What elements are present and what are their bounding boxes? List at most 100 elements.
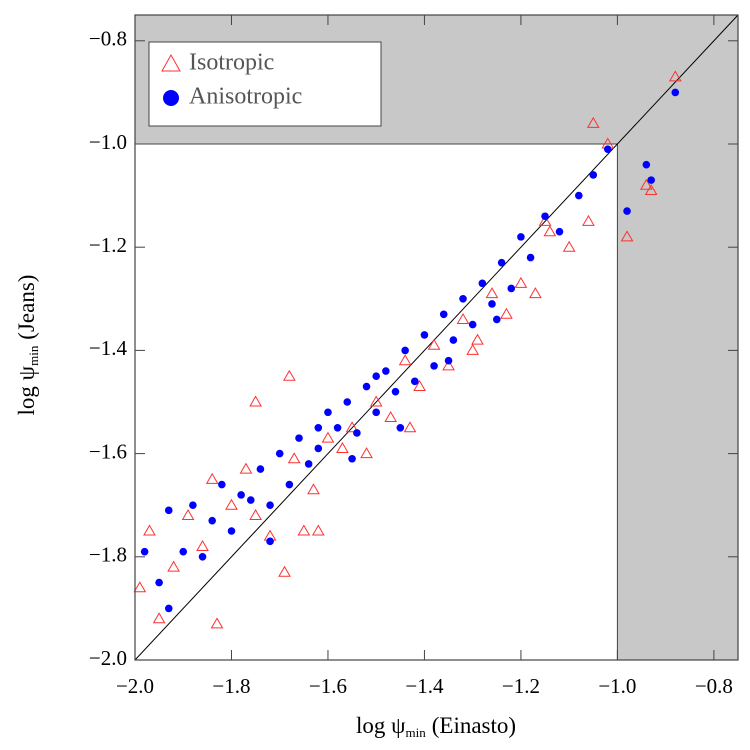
x-tick-label: −2.0 [116,674,154,698]
point [297,524,311,536]
point [497,258,506,267]
point [401,346,409,355]
point [391,387,400,396]
point [360,447,373,459]
point [582,214,595,226]
point [647,176,655,184]
point [362,382,371,391]
point [500,307,513,319]
point [396,424,405,432]
point [181,509,195,521]
y-tick-label: −1.2 [89,233,127,257]
point [167,560,180,572]
point [237,491,245,499]
point [205,472,219,484]
point [427,338,441,350]
legend-box [148,41,382,127]
point [256,465,265,473]
point [538,214,552,226]
point [671,88,680,97]
legend-marker [161,53,181,72]
point [410,377,419,386]
point [517,233,525,241]
point [164,604,173,613]
point [307,483,320,495]
point [249,509,262,521]
y-tick-label: −0.8 [89,27,127,51]
point [439,310,448,319]
point [345,421,359,433]
point [227,527,236,535]
point [555,227,564,236]
point [152,612,166,624]
point [444,356,453,365]
point [210,617,224,629]
point [488,300,496,308]
point [603,145,612,153]
y-tick-label: −1.8 [89,543,127,567]
point [493,315,501,324]
y-tick-label: −1.4 [89,336,128,360]
point [562,240,576,252]
point [449,336,458,344]
legend-label: Isotropic [189,50,274,76]
point [179,547,188,556]
point [208,516,216,525]
point [295,434,303,442]
point [369,395,383,407]
point [623,207,631,215]
point [314,444,323,453]
point [324,408,332,417]
point [485,287,499,299]
y-tick-label: −1.6 [89,439,127,463]
point [466,343,480,355]
point [278,565,291,577]
point [348,454,356,463]
x-tick-label: −1.8 [212,674,250,698]
point [529,287,542,299]
point [218,480,226,489]
y-tick-label: −2.0 [89,646,127,670]
point [642,160,651,169]
point [456,312,470,324]
point [507,284,516,293]
point [336,441,349,453]
point [304,460,313,468]
point [382,367,390,375]
point [285,480,294,489]
point [413,380,426,392]
point [639,178,653,190]
point [644,183,658,195]
point [311,524,325,536]
point [343,398,352,406]
point [403,421,417,433]
point [575,191,583,200]
plot-frame [134,14,739,661]
point [372,408,381,417]
point [333,424,342,432]
x-tick-label: −1.2 [502,674,540,698]
x-tick-label: −0.8 [695,674,733,698]
point [668,70,682,82]
identity-line [134,14,739,661]
point [471,333,484,345]
point [275,449,284,458]
point [314,424,323,432]
legend-label: Anisotropic [189,84,302,110]
point [266,501,274,510]
point [266,537,274,546]
point [164,506,173,515]
point [283,369,296,381]
point [189,501,197,510]
point [589,171,598,179]
point [526,253,535,262]
point [442,359,455,371]
point [430,362,438,370]
point [384,410,398,422]
point [353,429,361,437]
point [140,547,149,556]
point [239,462,253,474]
point [198,553,207,561]
legend-marker [163,90,179,106]
point [543,225,557,237]
